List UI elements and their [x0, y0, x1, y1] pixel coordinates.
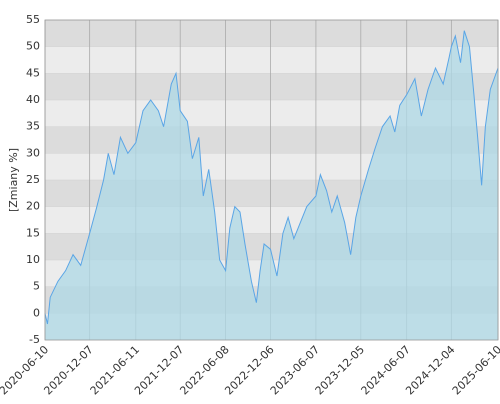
grid-band — [45, 73, 498, 100]
y-tick-label: 25 — [26, 173, 40, 186]
line — [44, 30, 499, 325]
y-tick-label: 10 — [26, 253, 40, 266]
grid-band — [45, 20, 498, 47]
area — [45, 30, 498, 341]
grid-band — [45, 46, 498, 74]
y-tick-label: 30 — [26, 146, 40, 159]
x-tick-label: 2025-06-10 — [450, 343, 500, 397]
y-tick-label: -5 — [29, 333, 40, 346]
y-tick-label: 5 — [33, 280, 40, 293]
y-tick-label: 35 — [26, 120, 40, 133]
y-axis-label: [Zmiany %] — [7, 148, 20, 212]
y-tick-label: 40 — [26, 93, 40, 106]
y-tick-label: 15 — [26, 226, 40, 239]
y-tick-label: 50 — [26, 40, 40, 53]
y-tick-label: 0 — [33, 306, 40, 319]
y-tick-label: 55 — [26, 13, 40, 26]
y-tick-label: 20 — [26, 200, 40, 213]
y-tick-label: 45 — [26, 66, 40, 79]
plot-frame — [44, 19, 499, 341]
